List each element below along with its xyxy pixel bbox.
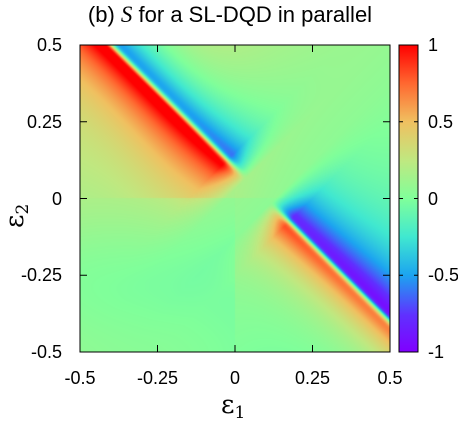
y-tick-label: 0.5 — [36, 35, 62, 55]
x-axis-label-base: ε — [221, 390, 235, 420]
y-tick-label: 0 — [51, 188, 62, 209]
x-tick-label: -0.5 — [64, 368, 96, 388]
title-prefix: (b) — [87, 2, 121, 27]
title-suffix: for a SL-DQD in parallel — [132, 2, 373, 27]
x-axis-label-sub: 1 — [234, 403, 246, 423]
colorbar-tick-label: 0.5 — [428, 111, 454, 132]
chart-title: (b) S for a SL-DQD in parallel — [40, 0, 420, 30]
y-tick-marks — [80, 44, 390, 353]
colorbar-tick-label: -0.5 — [428, 265, 458, 286]
y-tick-label: 0.25 — [26, 111, 62, 132]
title-symbol: S — [120, 2, 133, 27]
y-axis-label-base: ε — [0, 214, 30, 228]
heatmap-canvas — [80, 45, 390, 352]
x-tick-label: -0.25 — [136, 368, 179, 388]
colorbar-tick-marks — [399, 44, 418, 353]
x-tick-label: 0 — [229, 368, 241, 388]
colorbar-tick-label: 0 — [428, 188, 439, 209]
y-tick-label: -0.5 — [30, 342, 62, 362]
x-tick-label: 0.5 — [377, 368, 403, 388]
y-axis-label-sub: 2 — [13, 203, 33, 215]
x-tick-label: 0.25 — [294, 368, 331, 388]
x-tick-marks — [79, 45, 391, 352]
colorbar-tick-label: 1 — [428, 35, 439, 55]
colorbar-tick-label: -1 — [428, 342, 445, 362]
x-axis-label: ε1 — [221, 392, 245, 426]
y-axis-label: ε2 — [0, 203, 36, 228]
y-tick-label: -0.25 — [20, 265, 62, 286]
